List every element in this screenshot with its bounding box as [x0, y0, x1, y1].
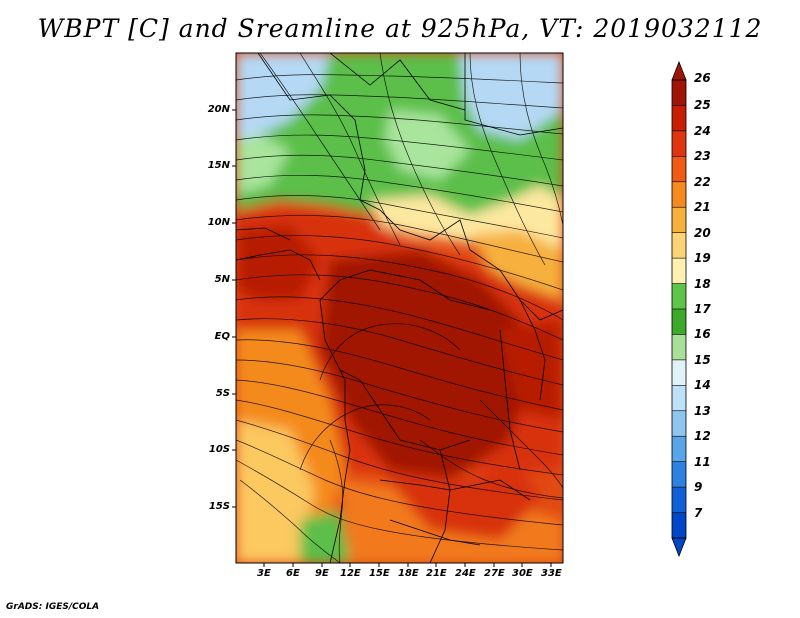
colorbar-swatch	[672, 512, 686, 539]
lon-label: 18E	[398, 568, 419, 579]
colorbar-label: 26	[694, 71, 711, 85]
colorbar-label: 7	[694, 505, 703, 520]
colorbar-swatch	[672, 258, 686, 285]
colorbar-label: 19	[694, 251, 711, 266]
lat-label: 10S	[208, 444, 230, 455]
colorbar-swatch	[672, 207, 686, 234]
map-frame	[235, 52, 564, 564]
colorbar	[671, 60, 687, 558]
colorbar-label: 21	[694, 200, 711, 215]
lon-label: 24E	[455, 568, 476, 579]
axis-ticks	[232, 109, 552, 567]
colorbar-swatch	[672, 156, 686, 183]
colorbar-label: 22	[694, 174, 711, 189]
colorbar-swatch	[672, 80, 686, 106]
colorbar-label: 9	[694, 480, 703, 495]
lat-label: 20N	[207, 104, 230, 115]
colorbar-top-arrow	[671, 60, 687, 81]
colorbar-label: 14	[694, 378, 711, 393]
lon-label: 6E	[286, 568, 300, 579]
colorbar-swatch	[672, 487, 686, 514]
lon-label: 33E	[541, 568, 562, 579]
colorbar-bottom-arrow	[671, 537, 687, 558]
lat-label: 10N	[207, 217, 230, 228]
colorbar-swatch	[672, 385, 686, 412]
colorbar-swatch	[672, 232, 686, 259]
wbpt-shading	[236, 53, 563, 563]
lon-label: 12E	[340, 568, 361, 579]
colorbar-swatch	[672, 283, 686, 310]
lat-label: 15N	[207, 160, 230, 171]
colorbar-swatch	[672, 436, 686, 463]
colorbar-label: 13	[694, 403, 711, 418]
colorbar-swatch	[672, 334, 686, 361]
streamlines	[236, 53, 563, 563]
country-boundaries	[236, 53, 563, 563]
colorbar-label: 25	[694, 98, 711, 113]
footer-credit: GrADS: IGES/COLA	[6, 602, 100, 612]
lon-label: 15E	[369, 568, 390, 579]
colorbar-swatch	[672, 359, 686, 386]
colorbar-label: 17	[694, 302, 711, 316]
lon-label: 3E	[257, 568, 271, 579]
map-title: WBPT [C] and Sreamline at 925hPa, VT: 20…	[37, 14, 763, 43]
colorbar-label: 16	[694, 327, 711, 342]
lat-label: 5S	[215, 388, 230, 399]
lat-label: EQ	[214, 331, 230, 342]
lat-label: 5N	[214, 274, 230, 285]
colorbar-label: 18	[694, 276, 711, 291]
colorbar-label: 23	[694, 149, 711, 164]
colorbar-swatch	[672, 181, 686, 208]
colorbar-swatch	[672, 105, 686, 132]
lat-label: 15S	[208, 501, 230, 512]
colorbar-label: 15	[694, 352, 711, 367]
lon-label: 30E	[512, 568, 533, 579]
colorbar-label: 24	[694, 123, 711, 138]
colorbar-swatch	[672, 130, 686, 157]
colorbar-swatch	[672, 410, 686, 437]
colorbar-swatch	[672, 309, 686, 335]
colorbar-label: 20	[694, 225, 711, 240]
lon-label: 9E	[315, 568, 329, 579]
colorbar-label: 12	[694, 429, 711, 444]
colorbar-swatch	[672, 461, 686, 488]
lon-label: 21E	[426, 568, 447, 579]
lon-label: 27E	[484, 568, 505, 579]
colorbar-label: 11	[694, 454, 711, 469]
